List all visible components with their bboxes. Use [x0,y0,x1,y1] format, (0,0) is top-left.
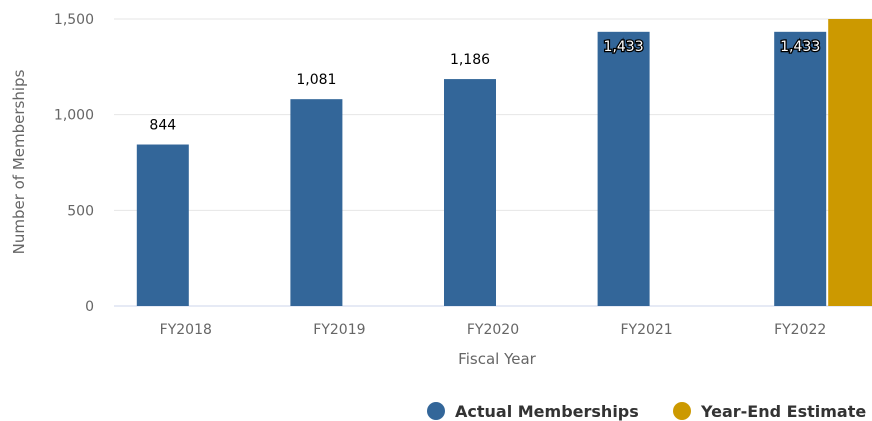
data-labels: 844 1,081 1,186 1,433 1,433 [149,38,821,134]
y-axis-title: Number of Memberships [10,69,28,254]
x-tick-label: FY2021 [620,322,672,338]
y-tick-label: 0 [85,299,94,315]
y-tick-label: 500 [67,203,94,219]
bars [136,19,872,306]
data-label: 1,081 [296,72,336,88]
bar-actual-memberships-fy2018 [136,144,189,306]
x-tick-label: FY2018 [160,322,212,338]
legend-marker [427,402,445,420]
bar-actual-memberships-fy2019 [290,99,343,306]
legend-label: Actual Memberships [455,402,639,421]
data-label: 844 [149,118,176,134]
y-tick-label: 1,500 [54,12,94,28]
x-tick-label: FY2019 [313,322,365,338]
bar-actual-memberships-fy2020 [444,79,496,306]
legend-label: Year-End Estimate [700,402,866,421]
data-label: 1,433 [780,39,820,55]
data-label: 1,433 [604,39,644,55]
y-axis-ticks: 0 500 1,000 1,500 [54,12,94,315]
y-tick-label: 1,000 [54,108,94,124]
legend: Actual Memberships Year-End Estimate [427,402,866,421]
x-axis-title: Fiscal Year [458,350,536,368]
bar-actual-memberships-fy2022 [774,31,827,306]
x-tick-label: FY2022 [774,322,826,338]
legend-marker [673,402,691,420]
x-tick-label: FY2020 [467,322,519,338]
bar-year-end-estimate-fy2022 [828,19,872,306]
bar-actual-memberships-fy2021 [597,31,650,306]
data-label: 1,186 [450,52,490,68]
x-axis-ticks: FY2018 FY2019 FY2020 FY2021 FY2022 [160,322,827,338]
